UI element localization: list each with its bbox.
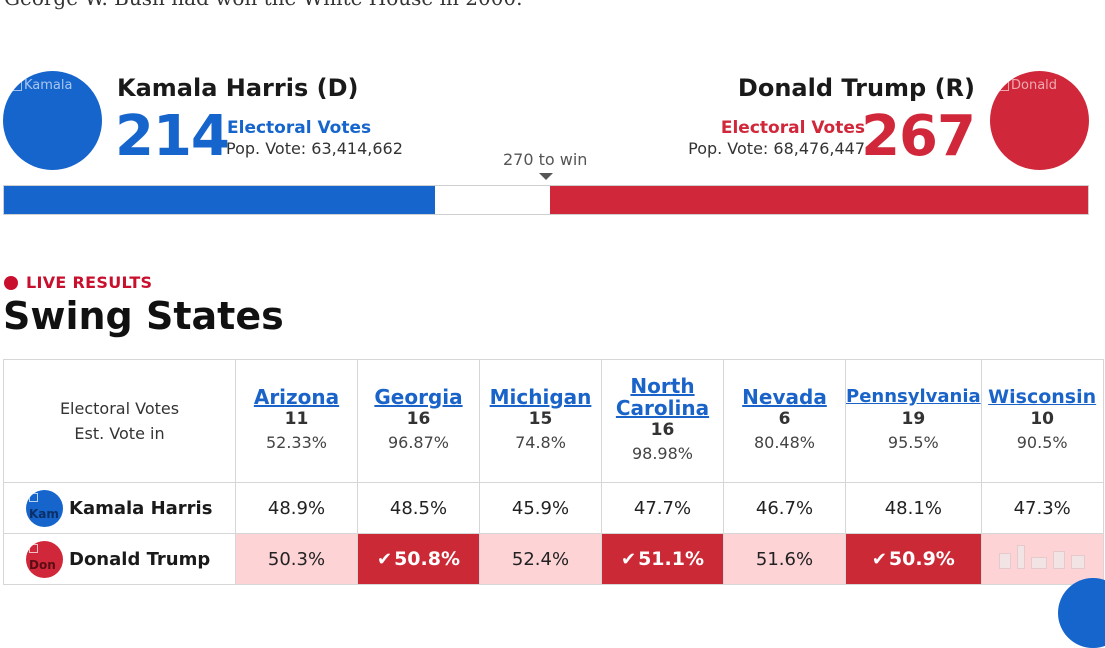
broken-image-icon <box>13 81 22 91</box>
state-link-michigan[interactable]: Michigan <box>489 385 592 409</box>
state-link-north-carolina[interactable]: North Carolina <box>615 374 710 420</box>
candidate-name: Donald Trump <box>69 548 211 570</box>
state-ev: 6 <box>778 409 791 429</box>
win-marker-arrow-icon <box>539 173 553 180</box>
table-row-harris: Kam Kamala Harris 48.9% 48.5% 45.9% 47.7… <box>3 482 1104 534</box>
state-est-vote-in: 96.87% <box>387 433 449 452</box>
state-est-vote-in: 90.5% <box>1016 433 1068 452</box>
harris-mini-avatar-alt: Kam <box>29 506 59 521</box>
state-link-wisconsin[interactable]: Wisconsin <box>988 386 1097 408</box>
state-est-vote-in: 52.33% <box>265 433 327 452</box>
result-cell: 48.9% <box>235 482 358 534</box>
live-dot-icon <box>4 275 18 290</box>
result-cell-winner: ✔ 50.8% <box>357 533 480 585</box>
check-icon: ✔ <box>620 549 637 570</box>
result-cell: 48.5% <box>357 482 480 534</box>
check-icon: ✔ <box>376 549 393 570</box>
state-header-north-carolina: North Carolina 16 98.98% <box>601 359 724 483</box>
harris-name: Kamala Harris (D) <box>117 74 359 102</box>
swing-states-table: Electoral Votes Est. Vote in Arizona 11 … <box>3 359 1104 585</box>
ev-bar-rep-segment <box>550 186 1088 214</box>
state-ev: 10 <box>1030 409 1054 429</box>
state-est-vote-in: 80.48% <box>753 433 815 452</box>
state-ev: 11 <box>284 409 309 429</box>
winner-value: 51.1% <box>638 548 704 570</box>
result-cell: 46.7% <box>723 482 846 534</box>
broken-image-icon <box>29 492 38 502</box>
state-ev: 16 <box>650 420 675 440</box>
table-row-trump: Don Donald Trump 50.3% ✔ 50.8% 52.4% ✔ 51.… <box>3 533 1104 585</box>
state-link-nevada[interactable]: Nevada <box>742 385 827 409</box>
harris-avatar: Kamala <box>3 71 102 170</box>
state-est-vote-in: 74.8% <box>515 433 566 452</box>
loading-placeholder-icon <box>999 544 1086 569</box>
table-header-row: Electoral Votes Est. Vote in Arizona 11 … <box>3 359 1104 483</box>
result-cell: 47.3% <box>980 482 1104 534</box>
state-header-georgia: Georgia 16 96.87% <box>357 359 480 483</box>
state-link-georgia[interactable]: Georgia <box>374 385 463 409</box>
table-corner-header: Electoral Votes Est. Vote in <box>3 359 236 483</box>
result-cell-winner: ✔ 51.1% <box>601 533 724 585</box>
trump-mini-avatar: Don <box>26 540 63 578</box>
harris-avatar-alt: Kamala <box>24 78 73 93</box>
candidate-name: Kamala Harris <box>69 497 213 519</box>
electoral-vote-bar <box>3 185 1089 215</box>
state-header-arizona: Arizona 11 52.33% <box>235 359 358 483</box>
result-cell-winner: ✔ 50.9% <box>845 533 982 585</box>
state-ev: 19 <box>901 409 926 429</box>
trump-avatar: Donald <box>990 71 1089 170</box>
result-cell: 51.6% <box>723 533 846 585</box>
broken-image-icon <box>29 543 38 553</box>
floating-action-button[interactable] <box>1058 578 1105 648</box>
corner-electoral-votes-label: Electoral Votes <box>59 399 180 418</box>
result-cell: 50.3% <box>235 533 358 585</box>
state-link-arizona[interactable]: Arizona <box>253 385 340 409</box>
harris-ev-label: Electoral Votes <box>227 118 372 138</box>
winner-value: 50.9% <box>888 548 955 570</box>
section-title: Swing States <box>3 294 284 338</box>
intro-text: George W. Bush had won the White House i… <box>4 0 523 10</box>
trump-mini-avatar-alt: Don <box>29 557 56 572</box>
broken-image-icon <box>1000 81 1009 91</box>
corner-est-vote-label: Est. Vote in <box>74 424 165 443</box>
check-icon: ✔ <box>871 549 887 570</box>
candidate-cell: Don Donald Trump <box>3 533 236 585</box>
state-est-vote-in: 98.98% <box>631 444 693 463</box>
result-cell-loading <box>980 533 1104 585</box>
result-cell: 52.4% <box>479 533 602 585</box>
ev-bar-dem-segment <box>4 186 436 214</box>
state-link-pennsylvania[interactable]: Pennsylvania <box>846 386 981 407</box>
state-header-pennsylvania: Pennsylvania 19 95.5% <box>845 359 982 483</box>
to-win-label: 270 to win <box>503 150 588 169</box>
result-cell: 48.1% <box>845 482 982 534</box>
live-results-label: LIVE RESULTS <box>26 273 153 292</box>
harris-pop-vote: Pop. Vote: 63,414,662 <box>226 139 403 158</box>
trump-avatar-alt: Donald <box>1011 78 1058 93</box>
trump-pop-vote: Pop. Vote: 68,476,447 <box>688 139 865 158</box>
state-ev: 16 <box>406 409 431 429</box>
live-results-indicator: LIVE RESULTS <box>4 273 152 292</box>
state-header-wisconsin: Wisconsin 10 90.5% <box>980 359 1104 483</box>
state-header-michigan: Michigan 15 74.8% <box>479 359 602 483</box>
trump-electoral-votes: 267 <box>861 104 976 169</box>
state-header-nevada: Nevada 6 80.48% <box>723 359 846 483</box>
result-cell: 45.9% <box>479 482 602 534</box>
harris-electoral-votes: 214 <box>115 104 230 169</box>
trump-ev-label: Electoral Votes <box>720 118 865 138</box>
trump-name: Donald Trump (R) <box>737 74 975 102</box>
winner-value: 50.8% <box>394 548 460 570</box>
state-est-vote-in: 95.5% <box>887 433 939 452</box>
harris-mini-avatar: Kam <box>26 489 63 527</box>
result-cell: 47.7% <box>601 482 724 534</box>
candidate-cell: Kam Kamala Harris <box>3 482 236 534</box>
state-ev: 15 <box>528 409 553 429</box>
